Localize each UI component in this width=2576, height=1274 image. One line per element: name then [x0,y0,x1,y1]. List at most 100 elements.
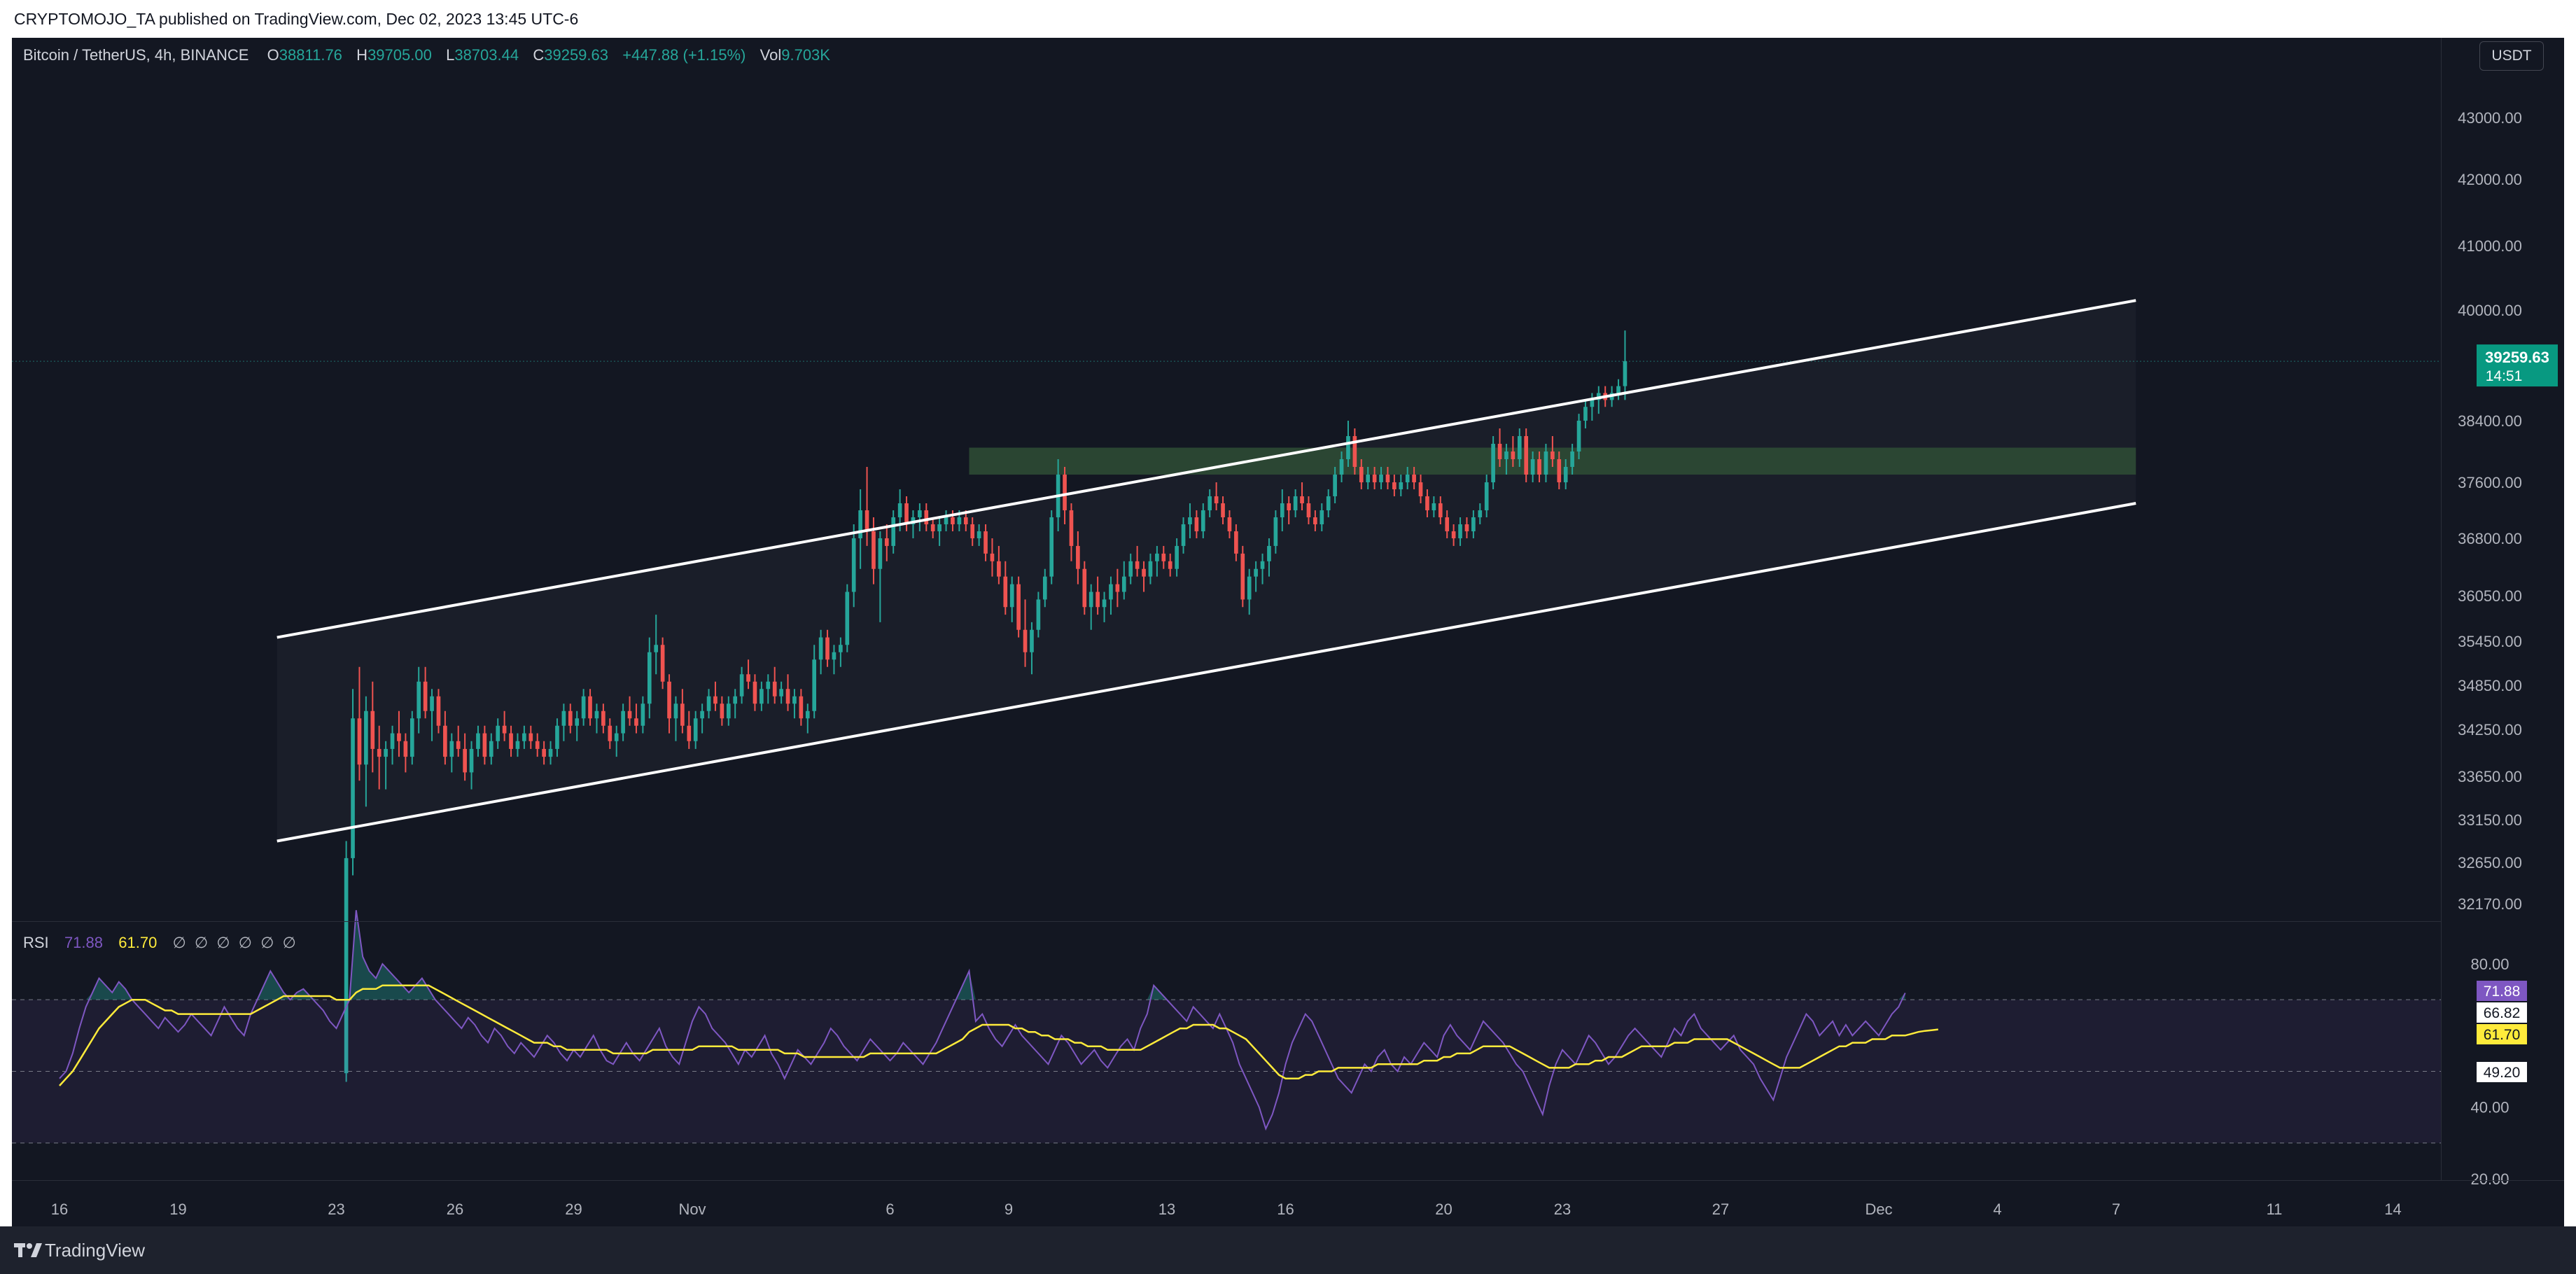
footer-brand[interactable]: TradingView [45,1240,146,1261]
candle-body [542,748,546,757]
open-value: 38811.76 [279,46,342,64]
candle-body [1194,517,1199,531]
candle [1214,482,1219,510]
candle [944,510,948,531]
candle-body [1280,503,1284,517]
candle-body [1425,496,1429,510]
candle-body [410,718,414,757]
candle-body [1352,436,1357,467]
time-axis-label: 7 [2112,1200,2120,1218]
candle-body [1432,503,1436,510]
rsi-axis-badge: 49.20 [2477,1062,2527,1082]
candle-body [601,710,606,726]
rsi-axis-badge: 61.70 [2477,1024,2527,1044]
chart-canvas[interactable]: 43000.00 42000.00 41000.00 40000.00 38400.00… [12,38,2564,1226]
candle [937,517,941,546]
candle-body [818,637,823,660]
symbol-name[interactable]: Bitcoin / TetherUS, 4h, BINANCE [23,46,249,64]
candle-body [766,681,771,690]
price-axis-label: 34850.00 [2458,677,2522,694]
published-text: CRYPTOMOJO_TA published on TradingView.c… [14,10,579,28]
price-axis-label: 34250.00 [2458,721,2522,738]
candle [1385,467,1390,489]
candle-body [1069,510,1074,546]
candle-body [482,733,487,757]
candle [1405,467,1410,489]
candle [509,725,513,757]
candle-body [1438,503,1443,517]
tradingview-logo-icon[interactable] [14,1240,42,1260]
candle-body [693,718,698,741]
candle [1148,553,1153,584]
price-axis-label: 33650.00 [2458,768,2522,785]
candle-body [436,696,441,726]
candle-body [1537,459,1541,475]
candle-body [772,681,777,696]
rsi-na-value-1: ∅ [172,934,186,951]
candle [1333,467,1337,503]
current-price-badge-bg [2477,344,2558,387]
candle-body [1616,386,1620,393]
candle-body [351,718,355,858]
candle [482,725,487,765]
candle [1491,436,1495,489]
currency-button[interactable]: USDT [2479,41,2544,71]
pane-separator[interactable] [12,921,2441,922]
rsi-title[interactable]: RSI [23,934,49,951]
candle [1524,428,1529,482]
candle-body [951,517,955,524]
candle [792,689,797,719]
candle [1623,330,1628,400]
candle [1550,436,1555,467]
candle [581,689,586,726]
candle-body [1464,524,1469,531]
rsi-na-value-2: ∅ [194,934,209,951]
candle-body [1076,545,1080,569]
candle [1030,622,1034,675]
candle-body [878,538,883,569]
candle-body [1009,584,1014,608]
time-axis-label: 6 [886,1200,894,1218]
candle-body [1135,561,1140,569]
candle [1366,467,1371,489]
candle [1247,568,1252,615]
candle [403,733,408,773]
candle-body [726,704,731,719]
candle [1544,444,1548,482]
candle [812,645,817,719]
candle-body [1530,459,1535,475]
candle [1076,531,1080,584]
candle [1175,538,1179,577]
candle [918,503,922,531]
candle-body [456,741,461,749]
candle-body [1623,361,1628,386]
candle [1306,496,1311,524]
price-axis-label: 40000.00 [2458,302,2522,319]
chart-frame[interactable]: 43000.00 42000.00 41000.00 40000.00 38400.00… [12,38,2564,1226]
change-value: +447.88 (+1.15%) [622,46,746,64]
candle-body [390,733,395,749]
candle-body [1221,503,1225,517]
candle-body [1227,517,1232,531]
candle [799,689,804,726]
rsi-value: 71.88 [64,934,103,951]
candle-body [1563,467,1568,482]
candle [1583,400,1588,428]
candle-body [700,710,704,719]
volume-label: Vol [760,46,782,64]
candle [1155,545,1159,577]
candle-body [469,748,474,773]
candle [640,696,645,734]
candle [608,718,612,749]
candle-body [1339,459,1344,475]
candle-body [654,645,659,652]
candle-body [1036,599,1041,630]
candle [377,725,382,790]
candle-body [1570,451,1574,467]
candle [1517,428,1522,467]
candle-body [1445,517,1450,531]
candle-body [1326,496,1331,510]
candle-body [963,517,968,524]
candle [805,704,810,734]
symbol-legend: Bitcoin / TetherUS, 4h, BINANCE O38811.7… [23,46,830,64]
